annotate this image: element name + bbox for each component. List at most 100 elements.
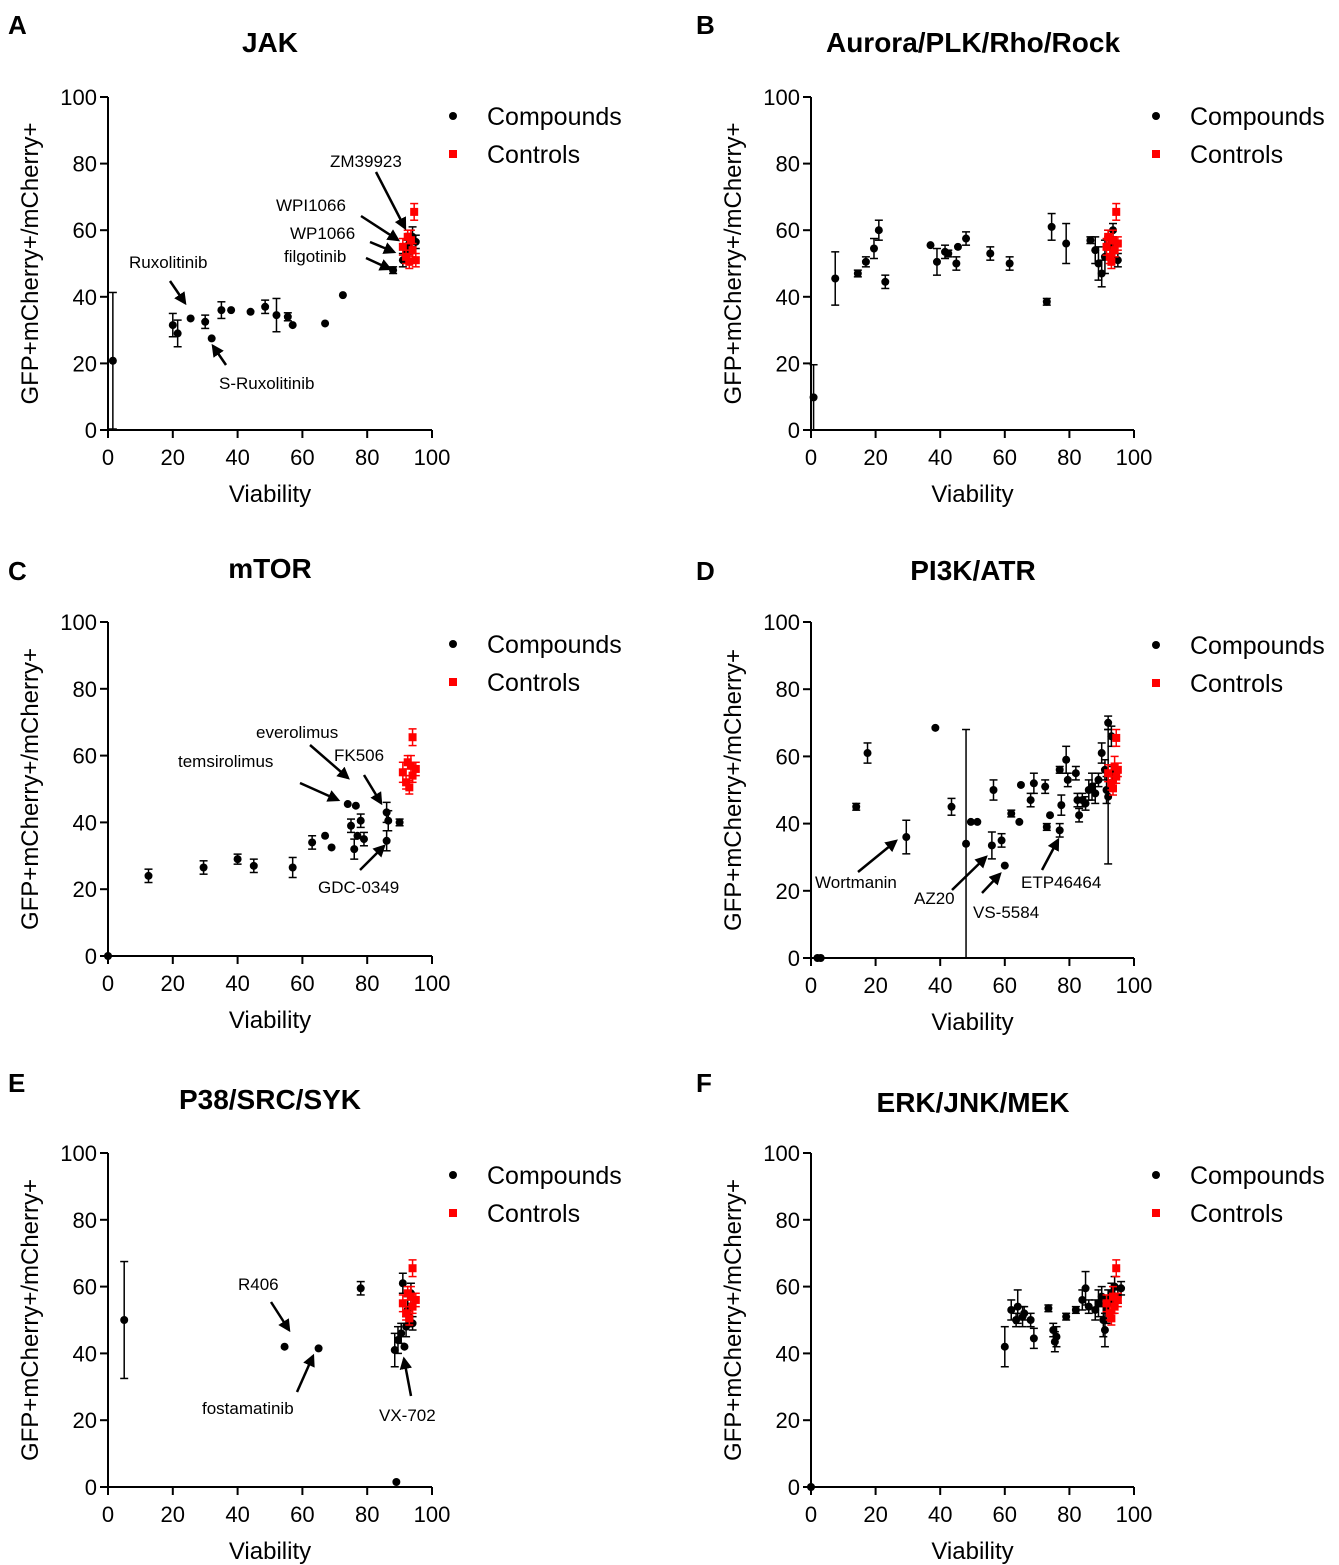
compound-point [1029,779,1038,788]
compound-point [1044,1304,1053,1313]
control-point [403,232,412,241]
x-tick-label: 60 [993,1502,1017,1527]
control-point [403,1289,412,1298]
compound-point [272,311,281,320]
annotation-label: ETP46464 [1021,873,1101,892]
compound-point [947,802,956,811]
compound-point [389,266,398,275]
compound-point [288,863,297,872]
compound-point [1086,236,1095,245]
x-tick-label: 60 [993,445,1017,470]
compound-point [1088,782,1097,791]
y-tick-label: 40 [776,812,800,837]
y-tick-label: 60 [73,218,97,243]
compound-point [321,831,330,840]
annotation-arrow [857,839,898,873]
compound-point [1063,775,1072,784]
y-tick-label: 80 [73,677,97,702]
annotation-arrow [1040,837,1060,871]
control-point [408,733,417,742]
compound-point [986,249,995,258]
control-point [1107,1314,1116,1323]
y-tick-label: 0 [85,418,97,443]
legend-marker-compounds [1152,112,1160,120]
control-point [405,783,414,792]
compound-point [1100,1326,1109,1335]
compound-point [353,831,362,840]
compound-point [1104,792,1113,801]
compound-point [343,800,352,809]
compound-point [807,1483,815,1491]
legend-marker-compounds [1152,1171,1160,1179]
compound-point [1071,1305,1080,1314]
control-point [1102,242,1111,251]
x-tick-label: 60 [993,973,1017,998]
annotation-arrow [362,774,383,806]
control-point [1109,784,1118,793]
y-axis-label: GFP+mCherry+/mCherry+ [720,649,747,931]
y-tick-label: 80 [776,152,800,177]
x-tick-label: 0 [102,971,114,996]
compound-point [1026,1316,1035,1324]
compound-point [1046,811,1055,820]
compound-point [1000,861,1009,870]
y-tick-label: 80 [776,1208,800,1233]
panel-label: C [8,556,27,586]
compound-point [816,954,825,962]
compound-point [1104,718,1113,727]
control-point [402,1309,411,1318]
compound-point [395,818,404,827]
y-tick-label: 100 [763,610,800,635]
compound-point [393,1336,402,1345]
x-tick-label: 80 [355,971,379,996]
y-tick-label: 20 [73,1408,97,1433]
x-tick-label: 80 [1057,1502,1081,1527]
y-tick-label: 100 [60,85,97,110]
control-point [1109,1292,1118,1301]
chart-title: Aurora/PLK/Rho/Rock [826,27,1120,58]
annotation-arrow [309,744,350,780]
annotation-label: WPI1066 [276,196,346,215]
x-tick-label: 40 [225,445,249,470]
annotation-arrow [359,844,386,871]
annotation-label: WP1066 [290,224,355,243]
compound-point [350,845,359,854]
legend-label-controls: Controls [1190,1200,1283,1228]
compound-point [931,723,940,732]
compound-point [288,321,297,330]
legend-label-controls: Controls [487,1200,580,1228]
y-tick-label: 20 [776,879,800,904]
y-axis-label: GFP+mCherry+/mCherry+ [17,122,44,404]
control-point [1102,1299,1111,1308]
x-tick-label: 80 [355,445,379,470]
x-tick-label: 100 [414,971,451,996]
compound-point [249,861,258,870]
compound-point [1007,1305,1016,1314]
y-axis-label: GFP+mCherry+/mCherry+ [17,1179,44,1461]
control-point [1113,1295,1122,1304]
compound-point [173,329,182,338]
annotation-arrow [951,855,988,891]
compound-point [863,749,872,758]
annotation-label: VX-702 [379,1406,436,1425]
compound-point [962,839,971,848]
compound-point [989,786,998,794]
control-point [411,764,420,773]
y-tick-label: 60 [73,1275,97,1300]
annotation-arrow [365,256,393,271]
control-point [402,252,411,261]
y-tick-label: 100 [763,1141,800,1166]
y-tick-label: 60 [776,218,800,243]
compound-point [347,821,355,830]
compound-point [359,835,368,844]
compound-point [397,1329,406,1338]
x-tick-label: 0 [805,445,817,470]
annotation-label: R406 [238,1275,279,1294]
compound-point [338,291,347,300]
x-tick-label: 80 [1057,973,1081,998]
compound-point [1013,1302,1022,1311]
compound-point [1075,811,1084,820]
annotation-arrow [299,781,341,802]
x-tick-label: 0 [805,973,817,998]
y-tick-label: 20 [776,1408,800,1433]
